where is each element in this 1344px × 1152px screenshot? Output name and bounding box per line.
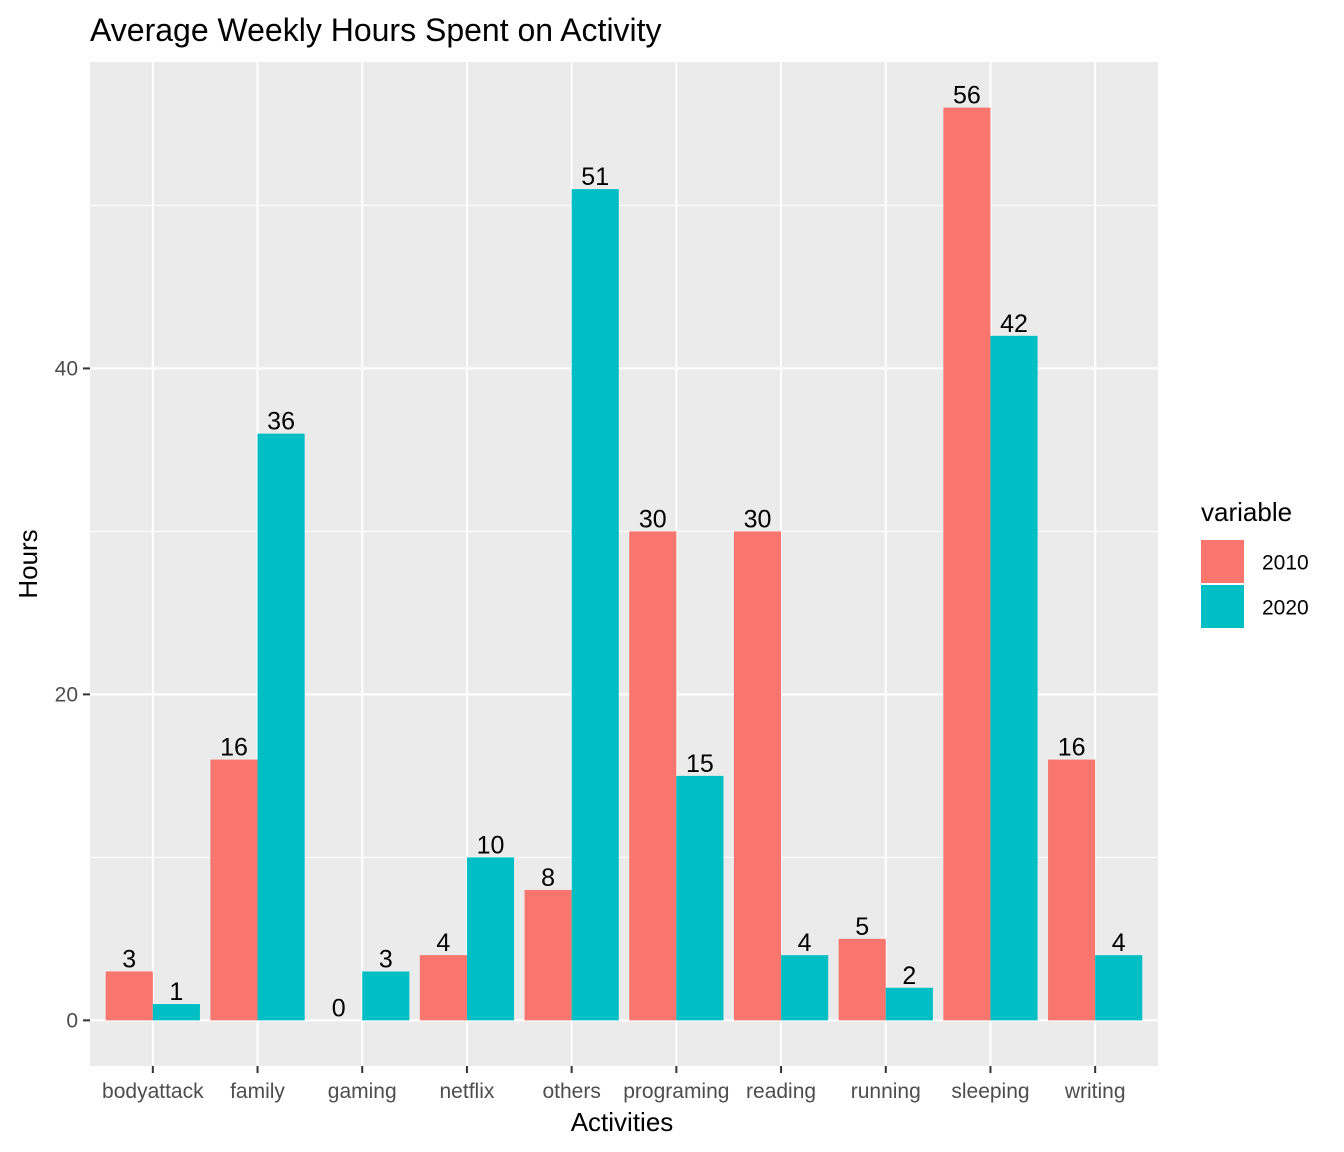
y-axis: 0 20 40 <box>55 357 90 1032</box>
x-tick-label: programing <box>623 1080 729 1103</box>
chart-title: Average Weekly Hours Spent on Activity <box>90 12 662 48</box>
bar-writing-2010 <box>1048 759 1096 1021</box>
bar-label-reading-2010: 30 <box>744 505 772 533</box>
y-tick-label: 0 <box>66 1009 78 1032</box>
bar-reading-2010 <box>733 531 782 1021</box>
bar-bodyattack-2020 <box>152 1004 200 1021</box>
bar-label-bodyattack-2020: 1 <box>169 978 183 1006</box>
bar-label-running-2010: 5 <box>855 913 869 941</box>
bar-label-gaming-2020: 3 <box>379 945 393 973</box>
bar-running-2010 <box>838 938 886 1021</box>
bar-family-2010 <box>210 759 258 1021</box>
bar-gaming-2020 <box>362 971 410 1021</box>
y-axis-title: Hours <box>13 529 43 598</box>
y-tick-label: 40 <box>55 357 78 380</box>
x-tick-label: others <box>542 1080 600 1103</box>
bar-label-running-2020: 2 <box>902 962 916 990</box>
bar-label-programing-2010: 30 <box>639 505 667 533</box>
legend-key-2010 <box>1201 540 1244 583</box>
bar-label-writing-2010: 16 <box>1058 734 1086 762</box>
legend-label-2010: 2010 <box>1262 552 1309 575</box>
bar-netflix-2020 <box>466 857 515 1021</box>
bar-label-netflix-2010: 4 <box>436 929 450 957</box>
bar-others-2010 <box>524 889 572 1021</box>
x-tick-label: netflix <box>440 1080 495 1103</box>
x-tick-label: bodyattack <box>102 1080 204 1103</box>
bar-label-bodyattack-2010: 3 <box>122 945 136 973</box>
bar-label-reading-2020: 4 <box>798 929 812 957</box>
bar-sleeping-2010 <box>943 107 991 1021</box>
y-tick-label: 20 <box>55 683 78 706</box>
bar-label-gaming-2010: 0 <box>332 994 346 1022</box>
bar-others-2020 <box>571 189 619 1021</box>
x-axis-title: Activities <box>571 1107 674 1137</box>
bar-label-others-2010: 8 <box>541 864 555 892</box>
bar-bodyattack-2010 <box>105 971 153 1021</box>
x-tick-label: reading <box>746 1080 816 1103</box>
bar-label-others-2020: 51 <box>581 163 609 191</box>
legend: variable 2010 2020 <box>1201 497 1309 628</box>
x-axis: bodyattack family gaming netflix others progr… <box>102 1066 1126 1103</box>
bar-label-sleeping-2010: 56 <box>953 82 981 110</box>
bars <box>105 107 1143 1021</box>
bar-reading-2020 <box>781 955 829 1021</box>
bar-programing-2010 <box>629 531 677 1021</box>
x-tick-label: running <box>851 1080 921 1103</box>
bar-label-sleeping-2020: 42 <box>1000 310 1028 338</box>
bar-sleeping-2020 <box>990 335 1038 1021</box>
bar-running-2020 <box>885 987 933 1021</box>
x-tick-label: sleeping <box>951 1080 1029 1103</box>
bar-label-writing-2020: 4 <box>1112 929 1126 957</box>
x-tick-label: gaming <box>328 1080 397 1103</box>
bar-writing-2020 <box>1095 955 1143 1021</box>
x-tick-label: writing <box>1064 1080 1126 1103</box>
bar-family-2020 <box>257 433 305 1021</box>
bar-programing-2020 <box>676 775 724 1021</box>
bar-netflix-2010 <box>419 955 467 1021</box>
legend-label-2020: 2020 <box>1262 597 1309 620</box>
legend-key-2020 <box>1201 585 1244 628</box>
bar-label-netflix-2020: 10 <box>477 831 505 859</box>
bar-label-family-2010: 16 <box>220 734 248 762</box>
legend-title: variable <box>1201 497 1292 527</box>
bar-label-programing-2020: 15 <box>686 750 714 778</box>
x-tick-label: family <box>230 1080 285 1103</box>
bar-label-family-2020: 36 <box>267 408 295 436</box>
